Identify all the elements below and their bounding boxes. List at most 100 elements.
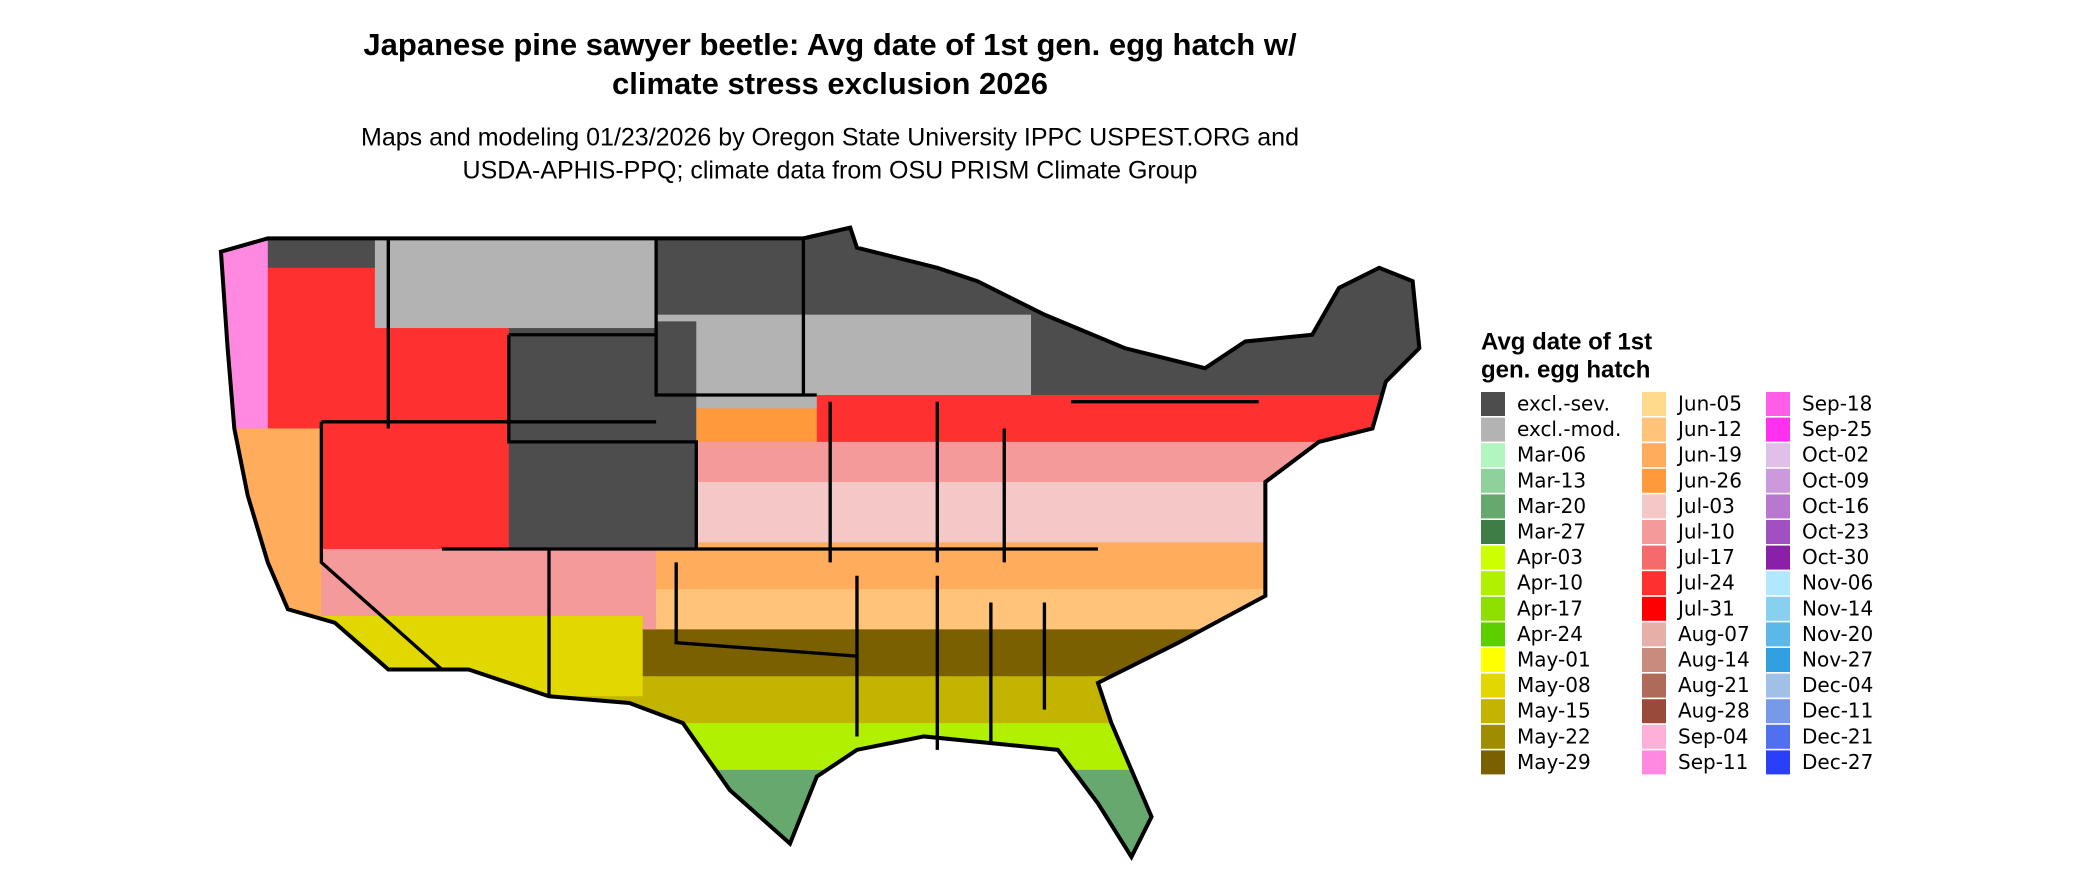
legend-swatch	[1642, 724, 1666, 749]
region	[220, 241, 268, 429]
legend-label: Sep-11	[1678, 750, 1748, 774]
legend-label: excl.-mod.	[1517, 417, 1621, 441]
legend-label: Nov-06	[1802, 571, 1873, 595]
legend-swatch	[1642, 545, 1666, 570]
legend-swatch	[1766, 699, 1790, 724]
legend-swatch	[1766, 520, 1790, 544]
legend-label: Sep-04	[1678, 724, 1748, 748]
legend-swatch	[1766, 750, 1790, 775]
legend-swatch	[1642, 673, 1666, 698]
legend-label: May-01	[1517, 648, 1591, 672]
legend-swatch	[1766, 648, 1790, 672]
legend-swatch	[1642, 571, 1666, 596]
legend-title: gen. egg hatch	[1481, 356, 1650, 383]
region	[669, 769, 1420, 857]
subtitle: USDA-APHIS-PPQ; climate data from OSU PR…	[463, 157, 1198, 185]
legend-label: Aug-21	[1678, 673, 1750, 697]
legend-swatch	[1481, 392, 1505, 416]
legend-swatch	[1481, 520, 1505, 544]
legend-swatch	[1642, 520, 1666, 544]
region	[656, 314, 1032, 409]
legend-label: Mar-27	[1517, 520, 1586, 544]
legend-swatch	[1642, 750, 1666, 775]
legend-label: Oct-09	[1802, 468, 1869, 492]
legend-label: Oct-30	[1802, 545, 1869, 569]
legend-swatch	[1642, 392, 1666, 416]
legend-swatch	[1766, 392, 1790, 416]
legend-label: Mar-20	[1517, 494, 1586, 518]
region	[562, 589, 1420, 637]
legend-label: Dec-27	[1802, 750, 1873, 774]
legend-label: Jul-24	[1676, 571, 1735, 595]
legend-swatch	[1481, 443, 1505, 468]
legend-label: Sep-25	[1802, 417, 1872, 441]
legend-swatch	[1766, 622, 1790, 647]
legend-swatch	[1481, 673, 1505, 698]
legend-label: Dec-11	[1802, 699, 1873, 723]
legend-swatch	[1766, 724, 1790, 749]
legend-label: Dec-21	[1802, 724, 1873, 748]
legend-title: Avg date of 1st	[1481, 328, 1652, 355]
legend-swatch	[1481, 468, 1505, 493]
legend-label: Dec-04	[1802, 673, 1873, 697]
legend-swatch	[1481, 750, 1505, 775]
legend-swatch	[1766, 596, 1790, 621]
region	[508, 321, 697, 549]
legend-swatch	[1766, 468, 1790, 493]
legend-label: May-22	[1517, 724, 1591, 748]
legend-label: Oct-16	[1802, 494, 1869, 518]
legend-label: Aug-14	[1678, 648, 1750, 672]
region	[321, 615, 643, 697]
legend-swatch	[1481, 494, 1505, 519]
legend-swatch	[1642, 417, 1666, 442]
legend-swatch	[1766, 494, 1790, 519]
legend-label: Aug-07	[1678, 622, 1750, 646]
legend-label: Apr-24	[1517, 622, 1583, 646]
state-lines	[319, 238, 1259, 750]
legend-swatch	[1766, 417, 1790, 442]
legend-swatch	[1766, 443, 1790, 468]
legend-swatch	[1481, 648, 1505, 672]
region	[562, 629, 1420, 683]
legend-label: Nov-14	[1802, 596, 1873, 620]
legend-label: Nov-27	[1802, 648, 1873, 672]
title: Japanese pine sawyer beetle: Avg date of…	[363, 27, 1297, 62]
legend-swatch	[1481, 571, 1505, 596]
legend-swatch	[1481, 596, 1505, 621]
title: climate stress exclusion 2026	[612, 66, 1048, 101]
region	[374, 234, 657, 329]
legend-swatch	[1642, 443, 1666, 468]
legend-swatch	[1642, 596, 1666, 621]
legend-label: Oct-23	[1802, 520, 1869, 544]
legend-label: Apr-17	[1517, 596, 1583, 620]
legend-label: Mar-13	[1517, 468, 1586, 492]
legend-label: May-15	[1517, 699, 1591, 723]
legend-label: May-29	[1517, 750, 1591, 774]
legend-label: Jul-10	[1676, 520, 1735, 544]
legend-label: Oct-02	[1802, 443, 1869, 467]
legend-swatch	[1642, 648, 1666, 672]
legend-label: excl.-sev.	[1517, 392, 1610, 416]
subtitle: Maps and modeling 01/23/2026 by Oregon S…	[361, 124, 1299, 152]
legend-label: Jun-19	[1676, 443, 1742, 467]
legend-label: Jul-17	[1676, 545, 1735, 569]
legend-label: Aug-28	[1678, 699, 1750, 723]
legend-label: Sep-18	[1802, 392, 1872, 416]
legend-swatch	[1766, 545, 1790, 570]
legend-label: Mar-06	[1517, 443, 1586, 467]
legend-swatch	[1481, 724, 1505, 749]
legend-swatch	[1642, 494, 1666, 519]
legend-swatch	[1481, 417, 1505, 442]
legend-swatch	[1481, 699, 1505, 724]
legend-swatch	[1766, 673, 1790, 698]
legend-swatch	[1481, 545, 1505, 570]
legend-label: Jul-03	[1676, 494, 1735, 518]
legend-label: Nov-20	[1802, 622, 1873, 646]
us-map	[201, 214, 1433, 884]
legend-label: Jun-05	[1676, 392, 1742, 416]
legend-label: Jun-12	[1676, 417, 1742, 441]
legend-label: Jun-26	[1676, 468, 1742, 492]
legend-label: Jul-31	[1676, 596, 1735, 620]
